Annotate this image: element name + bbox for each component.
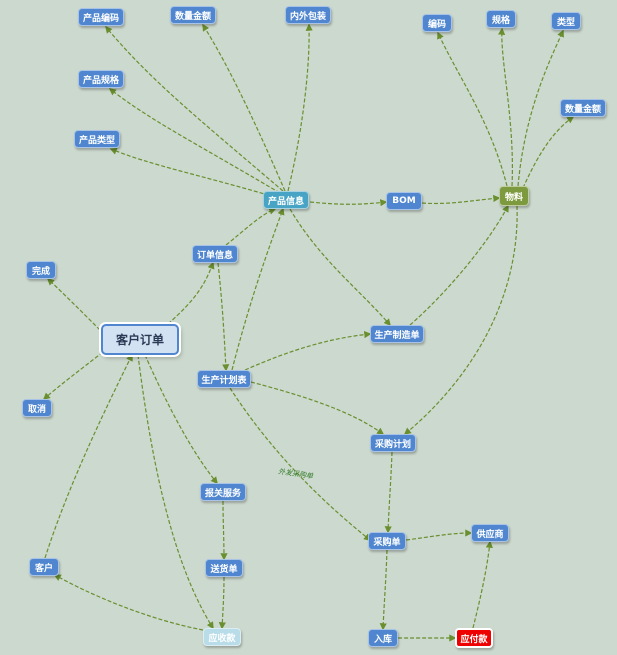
edge-plan-to-prodorder xyxy=(244,330,372,371)
edge-material-to-code xyxy=(437,31,508,187)
edge-purchaseorder-to-supplier xyxy=(405,529,473,541)
node-order-info[interactable]: 订单信息 xyxy=(192,245,238,263)
node-material[interactable]: 物料 xyxy=(499,186,529,206)
node-code[interactable]: 编码 xyxy=(422,14,452,32)
node-warehouse-in[interactable]: 入库 xyxy=(368,629,398,647)
edge-customer-to-order xyxy=(44,353,133,559)
edge-customs-to-delivery xyxy=(220,500,228,561)
node-spec[interactable]: 规格 xyxy=(486,10,516,28)
edge-bom-to-material xyxy=(421,194,501,205)
edge-prodorder-to-material xyxy=(409,204,509,326)
node-bom[interactable]: BOM xyxy=(386,192,422,210)
edge-material-to-qty xyxy=(522,116,575,189)
edge-orderinfo-to-info xyxy=(225,207,277,246)
edge-info-to-code xyxy=(105,25,284,192)
node-product-spec[interactable]: 产品规格 xyxy=(78,70,124,88)
node-customs-service[interactable]: 报关服务 xyxy=(200,483,246,501)
node-packaging[interactable]: 内外包装 xyxy=(285,6,331,24)
edge-order-to-orderinfo xyxy=(167,261,215,325)
edge-info-to-type xyxy=(109,147,276,198)
edge-order-to-complete xyxy=(46,278,101,331)
edge-order-to-cancel xyxy=(42,351,104,400)
edge-info-to-spec xyxy=(108,88,281,194)
node-complete[interactable]: 完成 xyxy=(26,261,56,279)
edge-info-to-prodorder xyxy=(289,208,391,327)
node-purchase-order[interactable]: 采购单 xyxy=(368,532,406,550)
edge-info-to-bom xyxy=(309,199,388,207)
node-product-info[interactable]: 产品信息 xyxy=(263,191,309,209)
edge-material-to-type xyxy=(517,29,564,187)
edge-purchaseorder-to-warehouse xyxy=(379,549,388,631)
edge-payables-to-supplier xyxy=(472,540,493,629)
node-customer-order[interactable]: 客户订单 xyxy=(101,324,179,355)
edge-delivery-to-receivables xyxy=(218,576,226,630)
node-type[interactable]: 类型 xyxy=(551,12,581,30)
edge-info-to-qty xyxy=(202,23,286,192)
node-product-type[interactable]: 产品类型 xyxy=(74,130,120,148)
edge-plan-to-info xyxy=(231,207,285,371)
edge-plan-to-purchaseplan xyxy=(250,381,385,435)
edge-purchaseplan-to-purchaseorder xyxy=(384,451,393,534)
node-quantity-amount[interactable]: 数量金额 xyxy=(170,6,216,24)
node-purchase-plan[interactable]: 采购计划 xyxy=(370,434,416,452)
node-production-order[interactable]: 生产制造单 xyxy=(370,325,424,343)
edge-material-to-spec xyxy=(498,27,513,187)
edge-info-to-pack xyxy=(287,23,313,192)
node-product-code[interactable]: 产品编码 xyxy=(78,8,124,26)
edge-plan-to-purchaseorder xyxy=(229,387,372,541)
node-payables[interactable]: 应付款 xyxy=(455,628,493,648)
edge-orderinfo-to-plan xyxy=(217,262,230,372)
node-delivery-note[interactable]: 送货单 xyxy=(205,559,243,577)
node-supplier[interactable]: 供应商 xyxy=(471,524,509,542)
node-quantity-amount-material[interactable]: 数量金额 xyxy=(560,99,606,117)
node-receivables[interactable]: 应收款 xyxy=(203,628,241,646)
edge-receivables-to-customer xyxy=(53,574,204,631)
node-customer[interactable]: 客户 xyxy=(29,558,59,576)
edge-material-to-purchaseplan xyxy=(403,205,518,435)
node-production-plan[interactable]: 生产计划表 xyxy=(197,370,251,388)
edge-order-to-receivables xyxy=(137,354,214,630)
node-cancel[interactable]: 取消 xyxy=(22,399,52,417)
